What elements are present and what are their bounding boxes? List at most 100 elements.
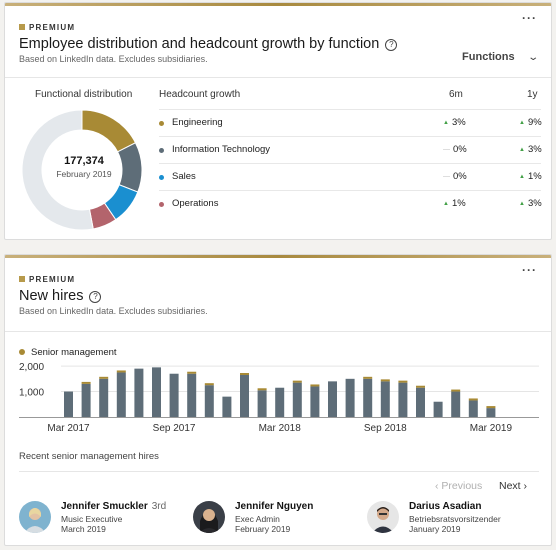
hire-name[interactable]: Jennifer Smuckler 3rd — [61, 501, 166, 512]
premium-label: PREMIUM — [29, 275, 76, 284]
donut-center: 177,374 February 2019 — [45, 155, 123, 179]
bar-senior-management[interactable] — [486, 406, 496, 409]
premium-badge: PREMIUM — [19, 275, 75, 284]
bar-new-hires[interactable] — [345, 378, 355, 417]
hire-name-text[interactable]: Jennifer Nguyen — [235, 501, 314, 512]
bar-senior-management[interactable] — [398, 380, 408, 383]
bar-new-hires[interactable] — [451, 391, 461, 417]
hire-name-text[interactable]: Darius Asadian — [409, 501, 482, 512]
more-options-button[interactable]: ··· — [522, 263, 537, 277]
functions-dropdown[interactable]: Functions ⌄ — [462, 51, 539, 63]
profile-photo-icon[interactable] — [367, 501, 399, 533]
arrow-up-icon: ▲ — [443, 120, 449, 126]
bar-new-hires[interactable] — [398, 382, 408, 417]
card-subtitle: Based on LinkedIn data. Excludes subsidi… — [19, 306, 208, 316]
growth-6m: —0% — [443, 171, 467, 182]
growth-1y: ▲ 1% — [519, 171, 542, 182]
premium-accent-bar — [5, 255, 551, 258]
bar-new-hires[interactable] — [416, 387, 425, 417]
chevron-down-icon: ⌄ — [526, 52, 539, 63]
growth-6m-value: 1% — [451, 198, 466, 209]
bar-new-hires[interactable] — [204, 385, 214, 417]
bar-new-hires[interactable] — [222, 396, 232, 417]
card-title-text: New hires — [19, 288, 84, 304]
column-1y-header: 1y — [527, 89, 538, 100]
growth-6m: —0% — [443, 144, 467, 155]
bar-new-hires[interactable] — [152, 367, 161, 417]
bar-new-hires[interactable] — [468, 400, 478, 417]
premium-badge: PREMIUM — [19, 23, 75, 32]
arrow-up-icon: ▲ — [519, 147, 525, 153]
growth-header: Headcount growth — [159, 89, 241, 100]
bar-senior-management[interactable] — [99, 376, 109, 379]
bar-new-hires[interactable] — [187, 373, 197, 417]
card-title: New hires? — [19, 288, 102, 304]
bar-new-hires[interactable] — [257, 390, 267, 417]
hire-name-text[interactable]: Jennifer Smuckler — [61, 501, 148, 512]
bar-senior-management[interactable] — [187, 371, 197, 374]
bar-new-hires[interactable] — [310, 386, 320, 417]
bar-senior-management[interactable] — [116, 370, 126, 373]
growth-6m-value: 0% — [453, 144, 467, 155]
growth-6m: ▲ 1% — [443, 198, 466, 209]
card-title: Employee distribution and headcount grow… — [19, 36, 398, 52]
bar-senior-management[interactable] — [468, 398, 478, 401]
bar-new-hires[interactable] — [99, 378, 109, 417]
total-headcount: 177,374 — [64, 155, 104, 167]
bar-new-hires[interactable] — [292, 382, 302, 417]
question-circle-icon[interactable]: ? — [385, 39, 398, 51]
bar-senior-management[interactable] — [451, 389, 461, 392]
total-date: February 2019 — [56, 169, 112, 179]
bar-new-hires[interactable] — [433, 401, 443, 417]
bar-new-hires[interactable] — [116, 372, 126, 417]
hire-date: March 2019 — [61, 524, 106, 534]
x-tick-label: Mar 2018 — [259, 423, 302, 434]
x-tick-label: Sep 2018 — [364, 423, 407, 434]
profile-photo-icon[interactable] — [193, 501, 225, 533]
legend-dot-icon — [19, 349, 25, 355]
hire-date: January 2019 — [409, 524, 461, 534]
more-options-button[interactable]: ··· — [522, 11, 537, 25]
bar-senior-management[interactable] — [204, 383, 214, 386]
bar-senior-management[interactable] — [310, 384, 320, 387]
column-6m-header: 6m — [449, 89, 463, 100]
bar-new-hires[interactable] — [328, 381, 337, 417]
bar-new-hires[interactable] — [169, 373, 179, 417]
bar-new-hires[interactable] — [240, 375, 249, 417]
growth-1y-value: 1% — [527, 171, 542, 182]
bar-new-hires[interactable] — [380, 381, 390, 417]
hire-name[interactable]: Jennifer Nguyen — [235, 501, 313, 512]
function-color-dot — [159, 121, 164, 126]
bar-senior-management[interactable] — [240, 373, 249, 375]
bar-new-hires[interactable] — [363, 378, 373, 417]
bar-senior-management[interactable] — [257, 388, 267, 391]
bar-new-hires[interactable] — [64, 391, 73, 417]
function-row[interactable]: Information Technology —0% ▲ 3% — [159, 136, 542, 163]
previous-button[interactable]: ‹ Previous — [435, 480, 482, 492]
bar-senior-management[interactable] — [81, 381, 91, 384]
bar-senior-management[interactable] — [363, 376, 373, 379]
bar-senior-management[interactable] — [380, 379, 390, 382]
donut-slice-other — [21, 109, 94, 231]
new-hires-card: PREMIUM ··· New hires? Based on LinkedIn… — [4, 254, 552, 546]
function-row[interactable]: Sales —0% ▲ 1% — [159, 163, 542, 190]
bar-new-hires[interactable] — [134, 368, 144, 417]
divider — [5, 331, 551, 332]
hire-name[interactable]: Darius Asadian — [409, 501, 481, 512]
bar-senior-management[interactable] — [416, 385, 425, 388]
recent-hires-label: Recent senior management hires — [19, 451, 159, 462]
hire-date: February 2019 — [235, 524, 291, 534]
bar-new-hires[interactable] — [81, 383, 91, 417]
question-circle-icon[interactable]: ? — [89, 291, 102, 303]
function-name: Engineering — [172, 117, 223, 128]
divider — [5, 77, 551, 78]
function-row[interactable]: Engineering ▲ 3% ▲ 9% — [159, 109, 542, 136]
bar-new-hires[interactable] — [486, 408, 496, 417]
bar-new-hires[interactable] — [275, 387, 285, 417]
bar-senior-management[interactable] — [292, 380, 302, 383]
growth-6m: ▲ 3% — [443, 117, 466, 128]
profile-photo-icon[interactable] — [19, 501, 51, 533]
dash-icon: — — [443, 173, 450, 180]
function-row[interactable]: Operations ▲ 1% ▲ 3% — [159, 190, 542, 217]
next-button[interactable]: Next › — [499, 480, 527, 492]
